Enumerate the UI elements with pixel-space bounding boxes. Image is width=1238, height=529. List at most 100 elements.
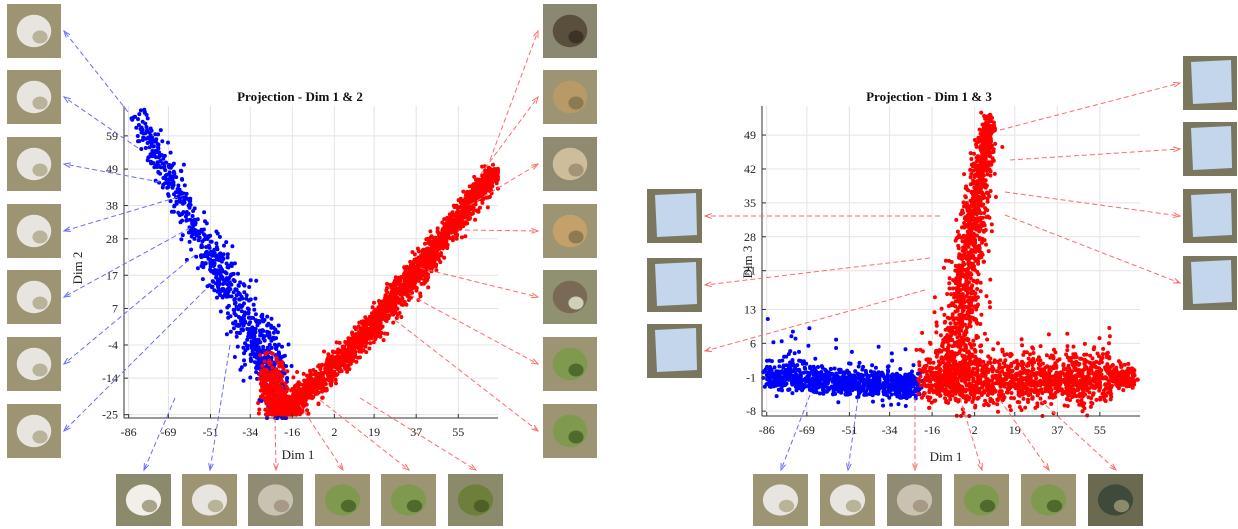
scatter-point: [1065, 331, 1070, 336]
pointer-arrow: [419, 267, 540, 299]
scatter-point: [311, 390, 316, 394]
scatter-point: [358, 326, 363, 331]
scatter-point: [310, 377, 315, 382]
scatter-point: [773, 378, 778, 383]
scatter-point: [262, 348, 267, 353]
scatter-point: [490, 184, 495, 189]
scatter-point: [839, 390, 844, 395]
scatter-point: [434, 243, 439, 248]
series-points: [761, 317, 925, 408]
scatter-point: [260, 363, 265, 368]
scatter-point: [177, 199, 182, 203]
scatter-point: [870, 363, 875, 368]
scatter-point: [335, 372, 340, 377]
scatter-point: [901, 392, 906, 397]
scatter-point: [822, 389, 827, 393]
scatter-point: [334, 340, 339, 345]
scatter-point: [214, 247, 219, 252]
scatter-point: [278, 387, 283, 392]
scatter-point: [136, 123, 141, 127]
scatter-point: [466, 205, 471, 209]
scatter-point: [840, 383, 845, 388]
scatter-point: [189, 247, 194, 252]
scatter-point: [264, 391, 269, 396]
scatter-point: [301, 371, 306, 376]
scatter-point: [418, 291, 423, 296]
scatter-point: [784, 354, 789, 359]
plot-2-title: Projection - Dim 1 & 3: [866, 89, 992, 104]
scatter-point: [233, 313, 238, 318]
scatter-point: [482, 195, 487, 200]
scatter-point: [869, 373, 874, 377]
scatter-point: [274, 401, 279, 406]
scatter-point: [347, 342, 352, 347]
scatter-point: [421, 261, 426, 266]
scatter-point: [441, 226, 446, 231]
scatter-point: [381, 338, 386, 343]
scatter-point: [161, 176, 166, 180]
scatter-point: [796, 377, 800, 382]
scatter-point: [268, 361, 273, 365]
scatter-point: [228, 329, 233, 334]
scatter-point: [207, 252, 212, 257]
scatter-point: [225, 292, 230, 297]
scatter-point: [393, 310, 398, 315]
scatter-point: [421, 281, 426, 286]
pointer-arrow: [409, 294, 540, 365]
scatter-point: [947, 276, 952, 281]
scatter-point: [383, 295, 388, 300]
scatter-point: [187, 239, 192, 244]
scatter-point: [322, 349, 326, 354]
scatter-point: [269, 337, 274, 341]
scatter-point: [416, 278, 421, 283]
scatter-point: [276, 405, 280, 410]
scatter-point: [348, 336, 353, 341]
scatter-point: [227, 280, 232, 285]
scatter-point: [138, 127, 143, 131]
scatter-point: [269, 316, 274, 321]
scatter-point: [283, 381, 288, 386]
scatter-point: [272, 384, 277, 389]
scatter-point: [291, 391, 296, 396]
scatter-point: [164, 160, 169, 165]
scatter-point: [422, 278, 427, 283]
scatter-point: [380, 310, 385, 315]
scatter-point: [265, 350, 270, 355]
scatter-point: [186, 230, 191, 235]
thumbnail-flower-5: [7, 270, 61, 324]
scatter-point: [445, 215, 450, 220]
scatter-point: [320, 395, 325, 400]
scatter-point: [197, 235, 202, 240]
scatter-point: [174, 201, 179, 206]
scatter-point: [880, 398, 885, 403]
scatter-point: [834, 346, 839, 350]
scatter-point: [473, 186, 478, 191]
scatter-point: [259, 399, 264, 403]
scatter-point: [478, 205, 482, 210]
scatter-point: [423, 241, 427, 246]
scatter-point: [894, 372, 899, 377]
scatter-point: [469, 194, 474, 199]
scatter-point: [456, 221, 461, 226]
scatter-point: [865, 375, 870, 379]
scatter-point: [316, 401, 321, 406]
scatter-point: [913, 396, 918, 401]
scatter-point: [283, 410, 288, 415]
scatter-point: [217, 291, 222, 296]
scatter-point: [903, 372, 908, 377]
pointer-arrow: [62, 194, 186, 232]
scatter-point: [303, 389, 308, 394]
scatter-point: [807, 371, 812, 375]
scatter-point: [191, 209, 196, 213]
scatter-point: [439, 232, 444, 237]
scatter-point: [881, 403, 886, 408]
pointer-arrow: [273, 417, 279, 472]
scatter-point: [845, 376, 850, 381]
scatter-point: [179, 237, 184, 242]
scatter-point: [780, 358, 785, 363]
scatter-point: [297, 387, 302, 392]
scatter-point: [331, 350, 336, 355]
scatter-point: [453, 222, 458, 227]
scatter-point: [247, 298, 251, 303]
